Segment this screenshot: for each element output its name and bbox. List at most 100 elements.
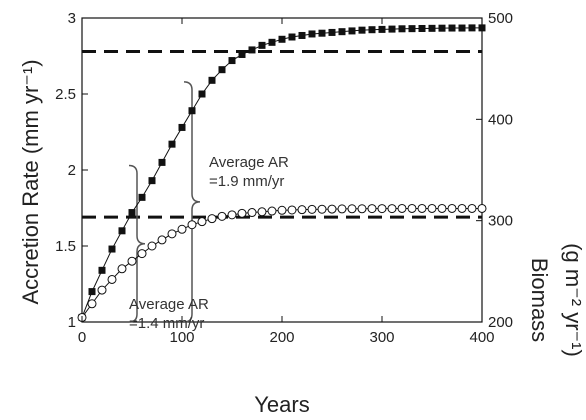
annotation-2-line1: Average AR (129, 296, 209, 313)
data-point-square (378, 25, 386, 33)
x-tick-label: 200 (269, 329, 294, 346)
data-point-circle (447, 203, 457, 213)
data-point-circle (397, 203, 407, 213)
data-point-square (258, 41, 266, 49)
x-tick-label: 0 (78, 329, 86, 346)
data-point-square (248, 46, 256, 54)
data-point-circle (247, 208, 257, 218)
data-point-square (88, 288, 96, 296)
data-point-square (158, 158, 166, 166)
data-point-circle (407, 203, 417, 213)
data-point-circle (197, 217, 207, 227)
y-tick-label: 3 (68, 10, 76, 27)
data-point-circle (357, 204, 367, 214)
curly-bracket (183, 81, 201, 323)
data-point-square (398, 25, 406, 33)
data-point-circle (227, 210, 237, 220)
data-point-circle (107, 274, 117, 284)
data-point-square (168, 140, 176, 148)
data-point-square (278, 35, 286, 43)
y2-tick-label: 300 (488, 213, 513, 230)
data-point-circle (377, 204, 387, 214)
data-point-circle (277, 205, 287, 215)
data-point-circle (437, 203, 447, 213)
data-point-square (228, 57, 236, 65)
curly-bracket (128, 164, 146, 323)
data-point-square (468, 24, 476, 32)
data-point-circle (127, 256, 137, 266)
data-point-square (288, 33, 296, 41)
data-point-circle (417, 203, 427, 213)
data-point-circle (467, 203, 477, 213)
data-point-square (478, 24, 486, 32)
data-point-square (448, 24, 456, 32)
data-point-circle (157, 235, 167, 245)
data-point-square (188, 107, 196, 115)
data-point-circle (327, 204, 337, 214)
data-point-circle (137, 249, 147, 259)
data-point-square (388, 25, 396, 33)
data-point-square (358, 26, 366, 34)
data-point-square (148, 177, 156, 185)
data-point-circle (427, 203, 437, 213)
data-point-circle (177, 224, 187, 234)
data-point-square (128, 209, 136, 217)
x-tick-label: 100 (169, 329, 194, 346)
data-point-circle (297, 205, 307, 215)
data-point-square (438, 24, 446, 32)
y2-axis-label-line2: (g m⁻² yr⁻¹) (561, 243, 586, 357)
data-point-square (118, 227, 126, 235)
data-point-square (428, 24, 436, 32)
data-point-square (198, 90, 206, 98)
data-point-circle (147, 241, 157, 251)
data-point-square (178, 123, 186, 131)
data-point-circle (97, 285, 107, 295)
data-point-square (268, 38, 276, 46)
data-point-circle (367, 204, 377, 214)
x-tick-label: 300 (369, 329, 394, 346)
annotation-2-line2: =1.4 mm/yr (129, 315, 204, 332)
data-point-circle (347, 204, 357, 214)
data-point-circle (187, 220, 197, 230)
y-tick-label: 1.5 (55, 238, 76, 255)
data-point-square (328, 28, 336, 36)
data-point-square (368, 26, 376, 34)
data-point-square (208, 76, 216, 84)
data-point-square (108, 245, 116, 253)
data-point-circle (117, 264, 127, 274)
data-point-square (238, 50, 246, 58)
y2-tick-label: 200 (488, 314, 513, 331)
tick-labels: 0 100 200 300 400 1 1.5 2 2.5 3 200 300 400 500 (55, 10, 513, 346)
data-point-circle (337, 204, 347, 214)
data-point-square (408, 25, 416, 33)
annotation-1-line1: Average AR (209, 154, 289, 171)
reference-lines (82, 49, 482, 219)
annotation-1-line2: =1.9 mm/yr (209, 173, 284, 190)
data-point-square (308, 30, 316, 38)
data-point-circle (287, 205, 297, 215)
data-point-circle (457, 203, 467, 213)
y-tick-label: 2 (68, 162, 76, 179)
x-tick-label: 400 (469, 329, 494, 346)
data-point-circle (477, 203, 487, 213)
data-point-circle (267, 206, 277, 216)
y-tick-label: 1 (68, 314, 76, 331)
data-point-square (298, 31, 306, 39)
data-point-circle (207, 214, 217, 224)
data-point-circle (317, 204, 327, 214)
annotation-brackets (128, 81, 201, 323)
data-point-square (458, 24, 466, 32)
data-point-circle (167, 229, 177, 239)
y-tick-label: 2.5 (55, 86, 76, 103)
y2-tick-label: 500 (488, 10, 513, 27)
data-point-square (338, 28, 346, 36)
data-point-square (98, 266, 106, 274)
data-point-square (318, 29, 326, 37)
y2-tick-label: 400 (488, 111, 513, 128)
data-point-circle (237, 208, 247, 218)
data-point-square (348, 27, 356, 35)
data-point-circle (217, 211, 227, 221)
y2-axis-label-line1: Biomass (527, 258, 552, 342)
data-point-square (418, 24, 426, 32)
